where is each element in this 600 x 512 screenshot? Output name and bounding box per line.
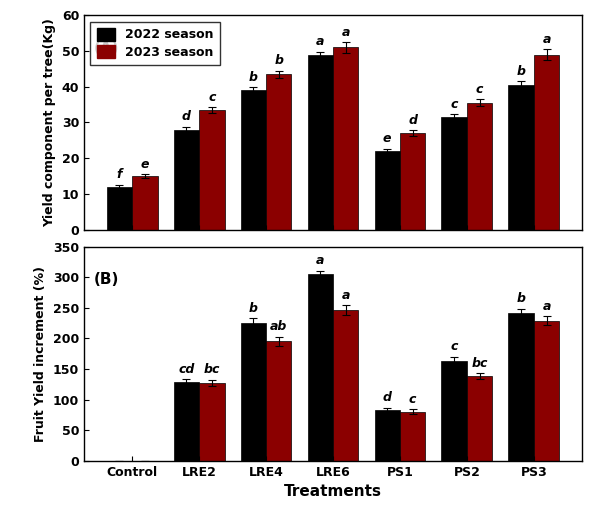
Bar xyxy=(333,310,358,461)
Bar xyxy=(266,74,292,229)
Text: (A): (A) xyxy=(94,41,119,56)
Bar xyxy=(173,130,199,229)
Text: d: d xyxy=(383,391,392,404)
Bar xyxy=(308,274,333,461)
Text: (B): (B) xyxy=(94,272,119,287)
Text: ab: ab xyxy=(270,320,287,333)
Bar xyxy=(467,103,493,229)
Text: e: e xyxy=(140,158,149,170)
Bar xyxy=(266,342,292,461)
Text: b: b xyxy=(249,302,258,314)
Bar xyxy=(199,110,224,229)
X-axis label: Treatments: Treatments xyxy=(284,484,382,499)
Text: b: b xyxy=(249,71,258,84)
Text: a: a xyxy=(316,35,325,48)
Text: a: a xyxy=(542,33,551,46)
Text: c: c xyxy=(451,340,458,353)
Bar xyxy=(241,323,266,461)
Y-axis label: Yield component per tree(Kg): Yield component per tree(Kg) xyxy=(43,18,56,227)
Bar xyxy=(374,410,400,461)
Bar xyxy=(508,313,534,461)
Text: b: b xyxy=(517,65,526,78)
Bar xyxy=(308,55,333,229)
Text: d: d xyxy=(182,110,191,123)
Bar xyxy=(508,85,534,229)
Text: b: b xyxy=(274,54,283,67)
Text: b: b xyxy=(517,292,526,305)
Text: cd: cd xyxy=(178,362,194,376)
Text: a: a xyxy=(542,300,551,313)
Text: a: a xyxy=(341,26,350,38)
Bar xyxy=(467,376,493,461)
Text: e: e xyxy=(383,132,391,145)
Bar xyxy=(241,90,266,229)
Bar xyxy=(400,412,425,461)
Text: c: c xyxy=(409,393,416,406)
Bar xyxy=(333,48,358,229)
Bar xyxy=(534,55,559,229)
Text: f: f xyxy=(116,168,122,181)
Bar xyxy=(107,187,132,229)
Text: bc: bc xyxy=(472,357,488,370)
Bar xyxy=(199,383,224,461)
Bar xyxy=(400,133,425,229)
Text: c: c xyxy=(208,91,215,103)
Text: bc: bc xyxy=(203,364,220,376)
Bar xyxy=(173,382,199,461)
Text: d: d xyxy=(408,114,417,127)
Y-axis label: Fruit Yield increment (%): Fruit Yield increment (%) xyxy=(34,266,47,442)
Text: a: a xyxy=(341,289,350,302)
Bar xyxy=(374,151,400,229)
Legend: 2022 season, 2023 season: 2022 season, 2023 season xyxy=(90,22,220,65)
Bar xyxy=(442,361,467,461)
Text: c: c xyxy=(451,98,458,111)
Bar xyxy=(132,176,158,229)
Text: a: a xyxy=(316,254,325,267)
Text: c: c xyxy=(476,82,484,96)
Bar xyxy=(442,117,467,229)
Bar xyxy=(534,321,559,461)
